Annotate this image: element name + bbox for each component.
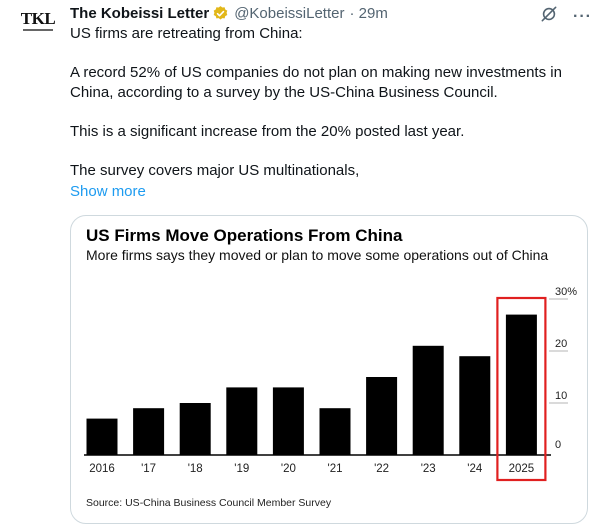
x-tick-label: '19: [234, 463, 249, 475]
x-tick-label: '21: [328, 463, 343, 475]
avatar-monogram: TKL: [20, 9, 56, 28]
tweet-paragraph: US firms are retreating from China:: [70, 25, 303, 42]
chart-bar: [179, 403, 211, 455]
chart-bar: [366, 377, 398, 455]
x-tick-label: '23: [421, 463, 436, 475]
grok-icon[interactable]: [539, 4, 559, 29]
chart-bar: [459, 356, 491, 455]
x-tick-label: '24: [467, 463, 483, 475]
x-tick-label: '18: [188, 463, 203, 475]
post-time[interactable]: · 29m: [349, 4, 388, 22]
tweet-paragraph: A record 52% of US companies do not plan…: [70, 64, 562, 101]
avatar[interactable]: TKL: [18, 8, 58, 48]
chart-bar: [412, 345, 444, 455]
x-tick-label: 2016: [89, 463, 115, 475]
tweet-paragraph: The survey covers major US multinational…: [70, 162, 360, 179]
y-tick-label: 10: [555, 390, 567, 402]
chart-source: Source: US-China Business Council Member…: [86, 497, 332, 509]
highlight-box: [496, 296, 547, 482]
chart-bar: [272, 387, 304, 455]
y-tick-label: 20: [555, 338, 567, 350]
bar-chart: 30% 20 10 0 2016 '17 '18 '19 '20 '21 '22 '23 '24 2025: [84, 286, 577, 482]
chart-bar: [226, 387, 258, 455]
chart-bar: [133, 408, 165, 455]
author-name[interactable]: The Kobeissi Letter: [70, 4, 210, 22]
x-tick-label: 2025: [509, 463, 535, 475]
x-tick-label: '20: [281, 463, 296, 475]
x-tick-label: '17: [141, 463, 156, 475]
chart-bar: [505, 314, 537, 455]
verified-badge-icon[interactable]: [212, 5, 229, 22]
y-tick-label: 0: [555, 439, 561, 451]
media-card[interactable]: US Firms Move Operations From China More…: [70, 215, 588, 524]
header-actions: ···: [539, 4, 592, 29]
show-more-link[interactable]: Show more: [70, 183, 146, 200]
chart-subtitle: More firms says they moved or plan to mo…: [86, 247, 549, 263]
tweet-paragraph: This is a significant increase from the …: [70, 123, 465, 140]
chart-bar: [319, 408, 351, 455]
chart-title: US Firms Move Operations From China: [86, 226, 403, 245]
y-tick-label: 30%: [555, 286, 577, 298]
x-tick-label: '22: [374, 463, 389, 475]
author-handle[interactable]: @KobeissiLetter: [234, 4, 345, 22]
tweet-text: US firms are retreating from China: A re…: [70, 24, 590, 181]
tweet-header: The Kobeissi Letter @KobeissiLetter · 29…: [70, 2, 388, 24]
chart-bar: [86, 418, 118, 455]
more-icon[interactable]: ···: [573, 7, 592, 25]
avatar-underline: [23, 29, 53, 31]
